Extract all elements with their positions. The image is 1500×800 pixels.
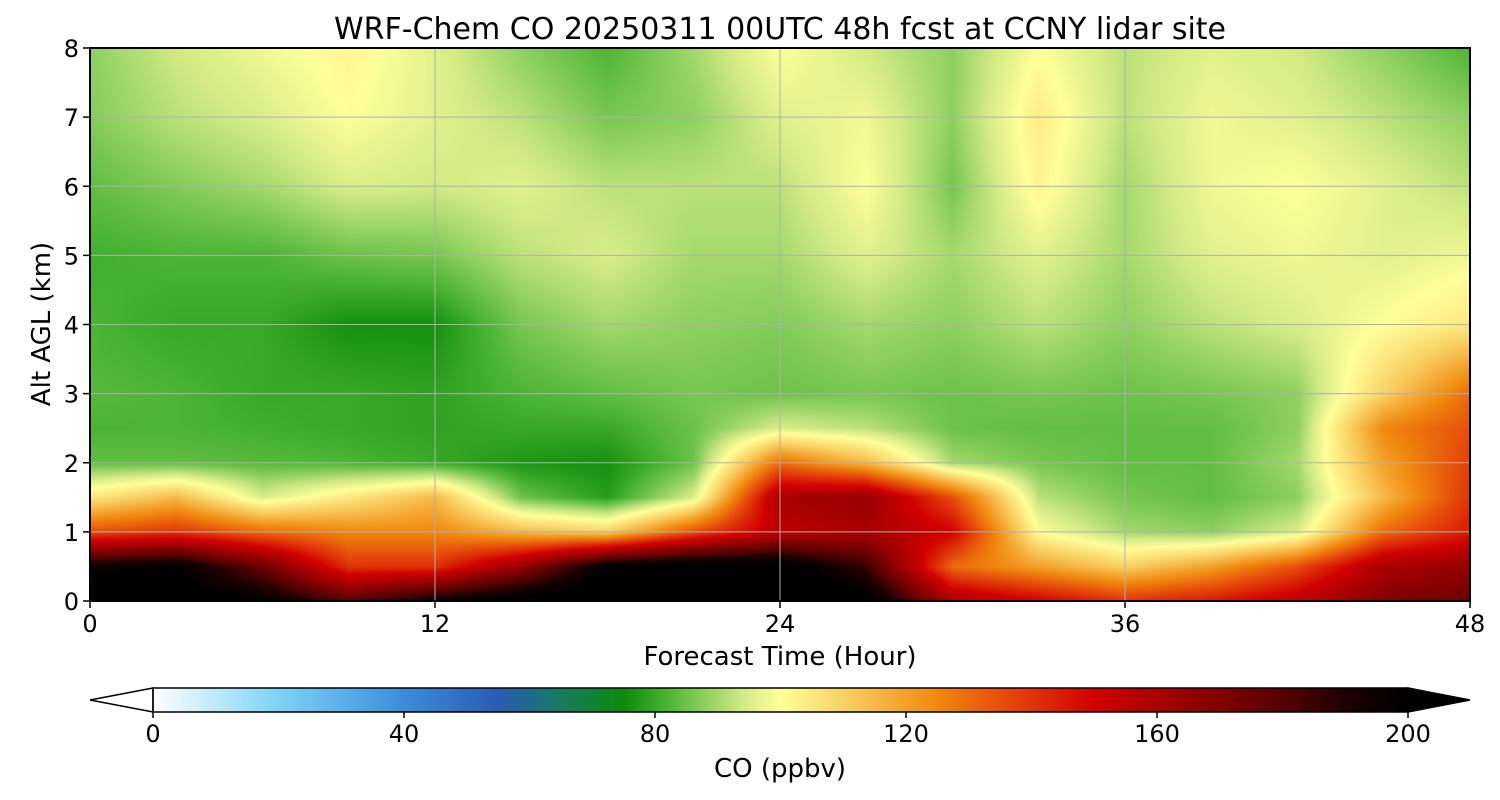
colorbar-label: CO (ppbv)	[714, 754, 846, 784]
x-tick-label: 24	[765, 610, 796, 638]
y-tick-label: 8	[64, 35, 79, 63]
colorbar-tick-label: 40	[389, 720, 420, 748]
x-tick-label: 0	[82, 610, 97, 638]
colorbar-max-extend-arrow	[1407, 687, 1471, 713]
colorbar-tick-label: 0	[145, 720, 160, 748]
colorbar-frame	[152, 687, 1409, 713]
colorbar-tick-label: 200	[1385, 720, 1431, 748]
x-axis-ticks: 0 12 24 36 48	[82, 601, 1485, 638]
y-tick-label: 6	[64, 173, 79, 201]
y-tick-label: 3	[64, 381, 79, 409]
x-axis-label: Forecast Time (Hour)	[643, 642, 916, 672]
x-tick-label: 12	[420, 610, 451, 638]
colorbar-min-extend-arrow	[89, 687, 154, 713]
y-axis-label: Alt AGL (km)	[27, 242, 57, 406]
y-tick-label: 4	[64, 312, 79, 340]
y-tick-label: 7	[64, 104, 79, 132]
colorbar: 0 40 80 120 160 200	[89, 687, 1471, 748]
x-tick-label: 36	[1110, 610, 1141, 638]
y-tick-label: 5	[64, 242, 79, 270]
colorbar-ticks: 0 40 80 120 160 200	[145, 712, 1431, 748]
y-tick-label: 1	[64, 519, 79, 547]
x-tick-label: 48	[1455, 610, 1486, 638]
y-tick-label: 0	[64, 588, 79, 616]
colorbar-tick-label: 80	[640, 720, 671, 748]
plot-area	[89, 47, 1471, 602]
y-axis-ticks: 0 1 2 3 4 5 6 7 8	[64, 35, 90, 616]
y-tick-label: 2	[64, 450, 79, 478]
colorbar-tick-label: 160	[1134, 720, 1180, 748]
colorbar-gradient	[153, 688, 1408, 712]
colorbar-tick-label: 120	[883, 720, 929, 748]
chart-title: WRF-Chem CO 20250311 00UTC 48h fcst at C…	[334, 12, 1226, 47]
